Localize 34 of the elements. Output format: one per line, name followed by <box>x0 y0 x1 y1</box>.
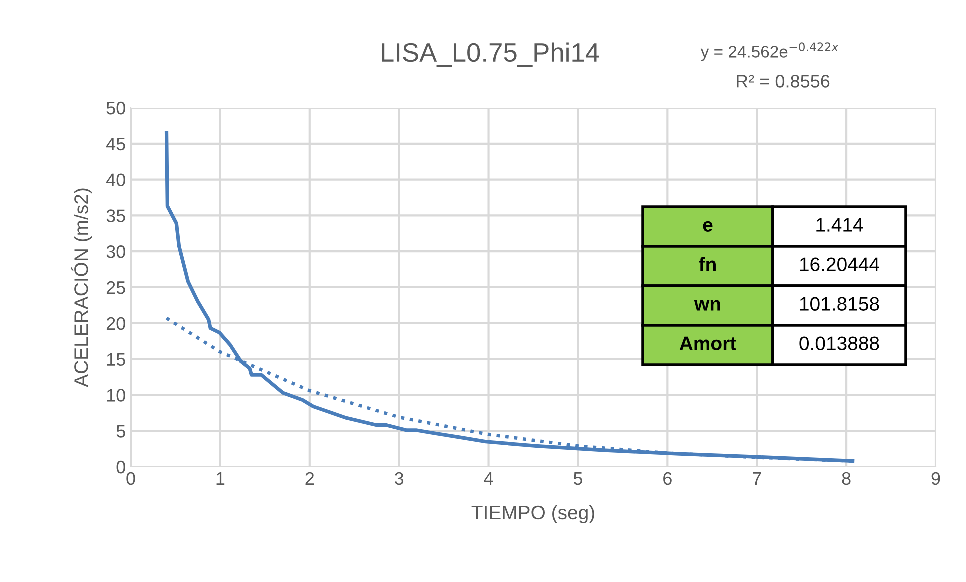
y-tick-label: 35 <box>106 210 126 222</box>
y-tick-label: 0 <box>116 460 126 474</box>
text: y = 24.562e$^{−0.422x}$ <box>700 42 839 62</box>
annotation: 16.20444 <box>800 258 880 272</box>
y-tick-label: 5 <box>116 425 126 438</box>
annotation: 101.8158 <box>800 297 880 311</box>
annotation: wn <box>694 300 720 311</box>
x-tick-label: 7 <box>753 472 762 485</box>
y-tick-label: 50 <box>106 102 126 115</box>
y-tick-label: 25 <box>106 281 126 294</box>
x-tick-label: 8 <box>842 472 851 486</box>
annotation: 1.414 <box>816 218 864 232</box>
y-tick-label: 10 <box>107 389 126 402</box>
annotation: fn <box>699 257 716 272</box>
y-tick-label: 40 <box>106 174 126 187</box>
x-tick-label: 1 <box>216 472 225 485</box>
chart-title: LISA_L0.75_Phi14 <box>382 42 600 68</box>
y-tick-label: 45 <box>106 138 126 151</box>
y-tick-label: 15 <box>107 353 126 366</box>
y-axis-title: ACELERACIÓN (m/s2) <box>71 188 92 388</box>
x-tick-label: 5 <box>574 472 582 486</box>
x-tick-label: 6 <box>664 472 672 486</box>
annotation: Amort <box>680 336 736 350</box>
x-tick-label: 4 <box>484 472 494 485</box>
x-axis-title: TIEMPO (seg) <box>472 505 594 524</box>
x-tick-label: 9 <box>932 472 940 486</box>
y-tick-label: 20 <box>106 317 126 330</box>
annotation: e <box>703 221 713 232</box>
x-tick-label: 0 <box>126 472 136 486</box>
x-tick-label: 2 <box>306 472 314 485</box>
annotation: 0.013888 <box>800 336 880 350</box>
y-tick-label: 30 <box>106 246 126 258</box>
x-tick-label: 3 <box>395 472 404 486</box>
text: R² = 0.8556 <box>737 75 830 88</box>
